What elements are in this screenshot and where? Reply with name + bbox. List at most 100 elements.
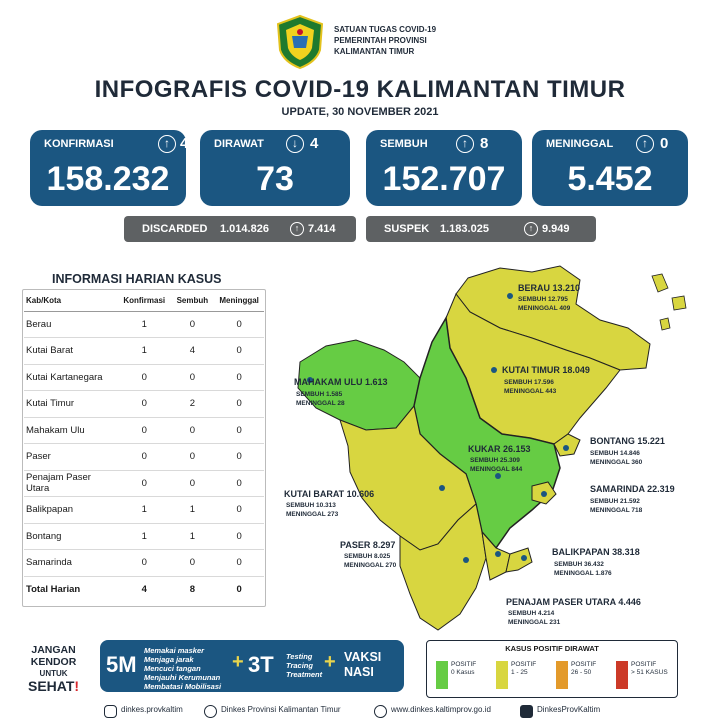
slogan-line: SEHAT! (28, 678, 80, 694)
footer-instagram: dinkes.provkaltim (121, 705, 183, 714)
region-paser (399, 503, 487, 631)
footer: dinkes.provkaltim Dinkes Provinsi Kalima… (0, 702, 720, 720)
region-detail-balikpapan: SEMBUH 36.432 MENINGGAL 1.876 (554, 561, 612, 577)
map-marker (495, 551, 501, 557)
facebook-icon (204, 705, 217, 718)
page-title: INFOGRAFIS COVID-19 KALIMANTAN TIMUR (94, 76, 626, 103)
table-row: Paser 0 0 0 (24, 443, 264, 471)
map-legend: KASUS POSITIF DIRAWAT POSITIF 0 Kasus POS… (426, 640, 678, 698)
region-label-berau: BERAU 13.210 (518, 283, 581, 293)
stat-label: MENINGGAL (546, 138, 614, 150)
row-city: Kutai Kartanegara (24, 364, 116, 391)
row-value: 0 (212, 523, 264, 550)
table-total-row: Total Harian 4 8 0 (24, 576, 264, 603)
region-label-kutai-barat: KUTAI BARAT 10.606 (284, 489, 375, 499)
stat-change: 4 (180, 135, 189, 152)
row-value: 0 (116, 549, 171, 577)
total-cell: 0 (236, 584, 242, 595)
suspek-badge: SUSPEK 1.183.025 ↑ 9.949 (366, 216, 596, 242)
region-label-bontang: BONTANG 15.221 (590, 436, 665, 446)
discarded-change: 7.414 (308, 223, 336, 235)
island-shape (651, 273, 669, 293)
row-value: 1 (170, 523, 213, 550)
region-detail-penajam-paser-utara: SEMBUH 4.214 MENINGGAL 231 (508, 610, 561, 626)
campaign-banner: 5M Memakai masker Menjaga jarak Mencuci … (100, 640, 404, 692)
region-bontang (553, 433, 581, 457)
table-row: Kutai Kartanegara 0 0 0 (24, 364, 264, 391)
discarded-label: DISCARDED (142, 223, 208, 235)
map-marker (307, 377, 313, 383)
map-marker (439, 485, 445, 491)
globe-icon (374, 705, 387, 718)
stat-value: 152.707 (382, 160, 506, 198)
table-row: Samarinda 0 0 0 (24, 549, 264, 577)
map-marker (507, 293, 513, 299)
row-value: 0 (170, 470, 213, 497)
footer-youtube: DinkesProvKaltim (537, 705, 601, 714)
table-row: Kutai Timur 0 2 0 (24, 390, 264, 418)
arrow-down-icon: ↓ (286, 135, 304, 153)
row-value: 0 (170, 549, 213, 577)
campaign-5m-items: Memakai masker Menjaga jarak Mencuci tan… (144, 646, 222, 691)
table-frame (22, 289, 266, 607)
stat-label: KONFIRMASI (44, 138, 114, 150)
row-city: Penajam Paser Utara (24, 470, 116, 497)
org-line: SATUAN TUGAS COVID-19 (334, 25, 437, 34)
row-city: Kutai Timur (24, 390, 116, 418)
legend-title: KASUS POSITIF DIRAWAT (505, 644, 599, 653)
instagram-icon (104, 705, 117, 718)
arrow-up-icon: ↑ (158, 135, 176, 153)
plus-sign: + (232, 651, 244, 673)
org-line: KALIMANTAN TIMUR (334, 47, 415, 56)
stat-change: 0 (660, 135, 669, 152)
arrow-up-icon: ↑ (290, 222, 304, 236)
row-value: 0 (116, 443, 171, 471)
row-value: 0 (212, 417, 264, 444)
campaign-vaksinasi: VAKSI NASI (344, 650, 382, 679)
stat-card-konfirmasi: KONFIRMASI ↑ 4 158.232 (30, 130, 189, 206)
legend-item-red: POSITIF > 51 KASUS (613, 657, 677, 691)
discarded-value: 1.014.826 (220, 223, 269, 235)
region-detail-paser: SEMBUH 8.025 MENINGGAL 270 (344, 553, 397, 569)
youtube-icon (520, 705, 533, 718)
daily-cases-table: Kab/Kota Konfirmasi Sembuh Meninggal Ber… (24, 291, 264, 603)
suspek-value: 1.183.025 (440, 223, 489, 235)
total-cell: 8 (189, 584, 196, 595)
region-detail-kutai-timur: SEMBUH 17.596 MENINGGAL 443 (504, 379, 557, 395)
row-city: Berau (24, 311, 116, 338)
region-detail-bontang: SEMBUH 14.846 MENINGGAL 360 (590, 450, 643, 466)
column-header: Konfirmasi (116, 291, 171, 312)
row-value: 1 (116, 311, 171, 338)
org-name: SATUAN TUGAS COVID-19 PEMERINTAH PROVINS… (334, 24, 436, 57)
arrow-up-icon: ↑ (456, 135, 474, 153)
slogan-line: UNTUK (39, 669, 68, 678)
row-city: Balikpapan (24, 496, 116, 524)
row-city: Samarinda (24, 549, 116, 577)
table-title: INFORMASI HARIAN KASUS (52, 272, 222, 286)
region-detail-kukar: SEMBUH 25.309 MENINGGAL 844 (470, 457, 523, 473)
row-city: Mahakam Ulu (24, 417, 116, 444)
update-date: UPDATE, 30 NOVEMBER 2021 (281, 106, 439, 118)
stat-label: SEMBUH (380, 138, 428, 150)
region-detail-berau: SEMBUH 12.795 MENINGGAL 409 (518, 296, 571, 312)
row-value: 0 (212, 443, 264, 471)
row-value: 0 (170, 443, 213, 471)
map-marker (463, 557, 469, 563)
table-row: Mahakam Ulu 0 0 0 (24, 417, 264, 444)
row-value: 2 (170, 390, 213, 418)
stat-value: 5.452 (567, 160, 653, 198)
island-shape (659, 317, 671, 331)
row-value: 0 (212, 364, 264, 391)
table-row: Balikpapan 1 1 0 (24, 496, 264, 524)
map-marker (563, 445, 569, 451)
region-label-penajam-paser-utara: PENAJAM PASER UTARA 4.446 (506, 597, 641, 607)
stat-label: DIRAWAT (214, 138, 264, 150)
region-label-samarinda: SAMARINDA 22.319 (590, 484, 675, 494)
stat-change: 4 (310, 135, 319, 152)
campaign-3t-items: Testing Tracing Treatment (286, 652, 323, 679)
campaign-3t: 3T (248, 652, 274, 677)
header: SATUAN TUGAS COVID-19 PEMERINTAH PROVINS… (0, 8, 720, 70)
arrow-up-icon: ↑ (636, 135, 654, 153)
legend-item-yellow: POSITIF 1 - 25 (493, 657, 545, 691)
region-balikpapan (505, 547, 533, 573)
